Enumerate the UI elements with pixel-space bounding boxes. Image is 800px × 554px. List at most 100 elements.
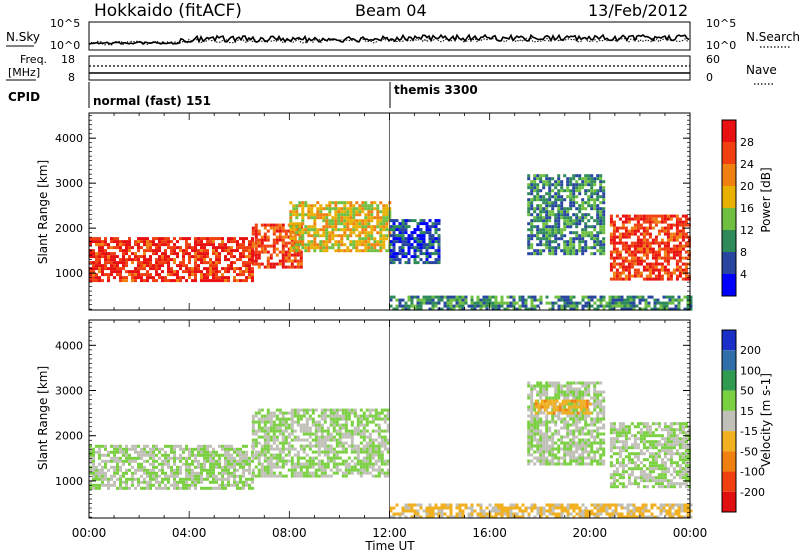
scatter-cell — [584, 192, 588, 196]
scatter-cell — [340, 228, 344, 232]
scatter-cell — [404, 237, 408, 241]
scatter-cell — [539, 411, 543, 415]
scatter-cell — [639, 256, 643, 260]
scatter-cell — [245, 450, 248, 454]
scatter-cell — [389, 252, 393, 256]
scatter-cell — [587, 177, 591, 181]
scatter-cell — [290, 411, 294, 415]
scatter-cell — [536, 174, 540, 178]
scatter-cell — [344, 462, 348, 466]
scatter-cell — [340, 210, 344, 214]
scatter-cell — [407, 252, 411, 256]
scatter-cell — [131, 471, 134, 475]
scatter-cell — [587, 384, 591, 388]
scatter-cell — [624, 220, 628, 224]
scatter-cell — [599, 189, 603, 193]
scatter-cell — [295, 231, 299, 235]
scatter-cell — [125, 453, 128, 457]
scatter-cell — [212, 270, 215, 274]
scatter-cell — [404, 261, 408, 265]
scatter-cell — [332, 453, 336, 457]
scatter-cell — [161, 237, 164, 241]
scatter-cell — [633, 476, 637, 480]
scatter-cell — [263, 441, 267, 445]
scatter-cell — [639, 241, 643, 245]
scatter-cell — [164, 261, 167, 265]
scatter-cell — [167, 258, 170, 262]
scatter-cell — [383, 429, 387, 433]
scatter-cell — [563, 426, 567, 430]
scatter-cell — [672, 244, 676, 248]
scatter-cell — [596, 447, 600, 451]
scatter-cell — [530, 225, 534, 229]
scatter-cell — [233, 474, 236, 478]
scatter-cell — [260, 447, 264, 451]
scatter-cell — [636, 455, 640, 459]
scatter-cell — [266, 474, 270, 478]
scatter-cell — [657, 247, 661, 251]
scatter-cell — [530, 399, 534, 403]
scatter-cell — [185, 264, 188, 268]
scatter-cell — [212, 486, 215, 490]
scatter-cell — [596, 307, 600, 311]
scatter-cell — [152, 462, 155, 466]
scatter-cell — [332, 414, 336, 418]
scatter-cell — [542, 210, 546, 214]
scatter-cell — [155, 270, 158, 274]
scatter-cell — [305, 423, 309, 427]
scatter-cell — [221, 246, 224, 250]
scatter-cell — [461, 298, 465, 302]
scatter-cell — [599, 249, 603, 253]
scatter-cell — [596, 243, 600, 247]
scatter-cell — [539, 198, 543, 202]
scatter-cell — [98, 279, 101, 283]
scatter-cell — [654, 256, 658, 260]
scatter-cell — [545, 432, 549, 436]
scatter-cell — [533, 295, 537, 299]
scatter-cell — [386, 408, 390, 412]
scatter-cell — [314, 429, 318, 433]
scatter-cell — [593, 459, 597, 463]
scatter-cell — [365, 408, 369, 412]
scatter-cell — [362, 423, 366, 427]
scatter-cell — [678, 253, 682, 257]
scatter-cell — [401, 240, 405, 244]
scatter-cell — [322, 228, 326, 232]
scatter-cell — [452, 295, 456, 299]
scatter-cell — [305, 432, 309, 436]
scatter-cell — [389, 258, 393, 262]
scatter-cell — [660, 229, 664, 233]
scatter-cell — [149, 471, 152, 475]
scatter-cell — [566, 207, 570, 211]
scatter-cell — [296, 453, 300, 457]
scatter-cell — [295, 243, 299, 247]
scatter-cell — [386, 417, 390, 421]
scatter-cell — [170, 267, 173, 271]
scatter-cell — [566, 225, 570, 229]
scatter-cell — [669, 223, 673, 227]
scatter-cell — [681, 244, 685, 248]
scatter-cell — [161, 279, 164, 283]
scatter-cell — [272, 471, 276, 475]
scatter-cell — [491, 301, 495, 305]
scatter-cell — [143, 261, 146, 265]
scatter-cell — [116, 486, 119, 490]
scatter-cell — [185, 474, 188, 478]
scatter-cell — [602, 225, 606, 229]
scatter-cell — [566, 393, 570, 397]
scatter-cell — [587, 180, 591, 184]
scatter-cell — [355, 228, 359, 232]
scatter-cell — [284, 417, 288, 421]
scatter-cell — [587, 198, 591, 202]
scatter-cell — [552, 408, 556, 412]
scatter-cell — [298, 222, 302, 226]
scatter-cell — [350, 423, 354, 427]
scatter-cell — [215, 465, 218, 469]
scatter-cell — [684, 232, 688, 236]
scatter-cell — [627, 461, 631, 465]
scatter-cell — [404, 219, 408, 223]
scatter-cell — [356, 432, 360, 436]
scatter-cell — [92, 273, 95, 277]
scatter-cell — [191, 462, 194, 466]
scatter-cell — [385, 249, 389, 253]
